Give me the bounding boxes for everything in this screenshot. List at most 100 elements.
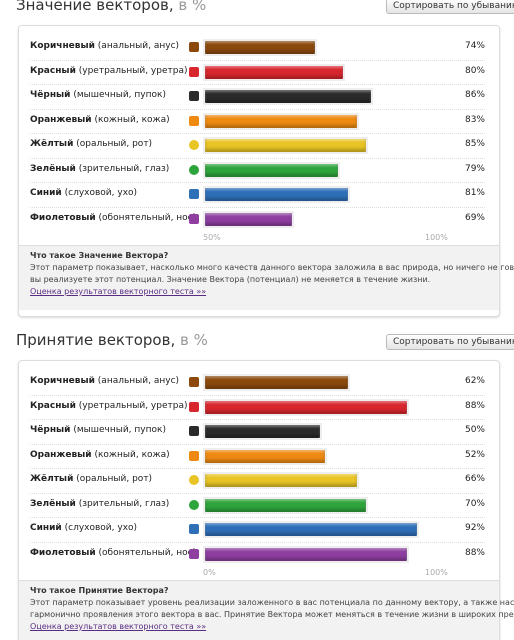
category-name: Фиолетовый (30, 212, 96, 223)
category-name: Чёрный (30, 425, 71, 435)
category-detail: (слуховой, ухо) (61, 523, 138, 533)
bar (205, 139, 366, 152)
category-name: Жёлтый (30, 139, 74, 149)
value-label: 66% (464, 474, 485, 484)
info-text: Этот параметр показывает, насколько мног… (30, 263, 514, 272)
category-detail: (кожный, кожа) (91, 114, 170, 125)
row-separator (30, 157, 485, 159)
sort-button[interactable]: Сортировать по убыванию (386, 0, 514, 14)
category-label: Фиолетовый (обонятельный, нос) (30, 213, 196, 223)
category-detail: (кожный, кожа) (91, 449, 170, 460)
category-label: Оранжевый (кожный, кожа) (30, 115, 170, 125)
sort-button[interactable]: Сортировать по убыванию (386, 334, 514, 350)
category-label: Красный (уретральный, уретра) (30, 66, 187, 76)
category-name: Чёрный (30, 90, 71, 100)
category-name: Зелёный (30, 163, 76, 174)
category-name: Зелёный (30, 498, 76, 509)
row-separator (30, 206, 485, 208)
vector-icon (189, 66, 199, 77)
category-detail: (уретральный, уретра) (75, 400, 188, 411)
row-separator (30, 133, 485, 134)
category-label: Коричневый (анальный, анус) (30, 376, 179, 386)
vector-icon (189, 42, 199, 52)
title-text: Значение векторов, (16, 0, 174, 14)
value-label: 83% (464, 114, 485, 125)
category-label: Зелёный (зрительный, глаз) (30, 164, 169, 174)
info-title: Что такое Значение Вектора? (30, 251, 169, 260)
value-label: 88% (464, 400, 485, 411)
row-separator (30, 419, 485, 420)
row-separator (30, 394, 485, 396)
category-name: Оранжевый (30, 114, 92, 125)
title-unit: в % (175, 331, 208, 349)
bar (205, 114, 357, 128)
value-label: 92% (464, 523, 485, 533)
category-label: Синий (слуховой, ухо) (30, 188, 137, 198)
category-detail: (анальный, анус) (94, 41, 180, 51)
category-name: Коричневый (30, 376, 95, 386)
category-label: Зелёный (зрительный, глаз) (30, 499, 169, 509)
info-text: Этот параметр показывает уровень реализа… (30, 598, 514, 607)
info-text: гармонично проявления этого вектора в ва… (30, 610, 514, 619)
value-label: 69% (464, 212, 485, 223)
category-label: Красный (уретральный, уретра) (30, 401, 187, 411)
category-detail: (слуховой, ухо) (61, 188, 138, 198)
x-tick-label: 0% (203, 568, 216, 577)
category-name: Жёлтый (30, 474, 74, 484)
value-label: 81% (464, 188, 485, 198)
vector-icon (189, 475, 199, 485)
category-detail: (оральный, рот) (73, 474, 153, 484)
vector-icon (189, 189, 199, 199)
value-label: 88% (464, 547, 485, 558)
value-label: 62% (464, 376, 485, 386)
category-label: Коричневый (анальный, анус) (30, 41, 179, 51)
bar (205, 65, 343, 79)
bar (205, 523, 417, 536)
row-separator (30, 468, 485, 469)
row-separator (30, 541, 485, 543)
category-name: Фиолетовый (30, 547, 96, 558)
vector-icon (189, 115, 199, 126)
bar (205, 498, 366, 512)
category-detail: (мышечный, пупок) (70, 90, 166, 100)
bar (205, 425, 320, 438)
category-label: Фиолетовый (обонятельный, нос) (30, 548, 196, 558)
category-detail: (мышечный, пупок) (70, 425, 166, 435)
bar (205, 449, 325, 463)
bar (205, 41, 316, 54)
results-link[interactable]: Оценка результатов векторного теста »» (30, 287, 207, 296)
section-title: Значение векторов, в % (16, 0, 206, 14)
value-label: 74% (464, 41, 485, 51)
results-link[interactable]: Оценка результатов векторного теста »» (30, 622, 207, 631)
vector-icon (189, 548, 199, 559)
category-label: Жёлтый (оральный, рот) (30, 139, 152, 149)
row-separator (30, 182, 485, 183)
bar (205, 400, 408, 414)
info-box (19, 245, 499, 310)
value-label: 70% (464, 498, 485, 509)
section-title: Принятие векторов, в % (16, 331, 208, 349)
vector-icon (189, 164, 199, 175)
title-text: Принятие векторов, (16, 331, 176, 349)
category-detail: (обонятельный, нос) (95, 547, 197, 558)
category-detail: (обонятельный, нос) (95, 212, 197, 223)
category-name: Красный (30, 65, 76, 76)
category-detail: (уретральный, уретра) (75, 65, 188, 76)
vector-icon (189, 401, 199, 412)
row-separator (30, 517, 485, 518)
row-separator (30, 108, 485, 110)
row-separator (30, 443, 485, 445)
value-label: 85% (464, 139, 485, 149)
x-tick-label: 100% (425, 568, 448, 577)
bar (205, 547, 408, 561)
bar (205, 90, 371, 103)
category-label: Чёрный (мышечный, пупок) (30, 90, 166, 100)
row-separator (30, 84, 485, 85)
category-name: Коричневый (30, 41, 95, 51)
info-text: вы реализуете этот потенциал. Значение В… (30, 275, 431, 284)
bar (205, 212, 293, 226)
category-label: Жёлтый (оральный, рот) (30, 474, 152, 484)
x-tick-label: 50% (203, 233, 221, 242)
vector-icon (189, 450, 199, 461)
